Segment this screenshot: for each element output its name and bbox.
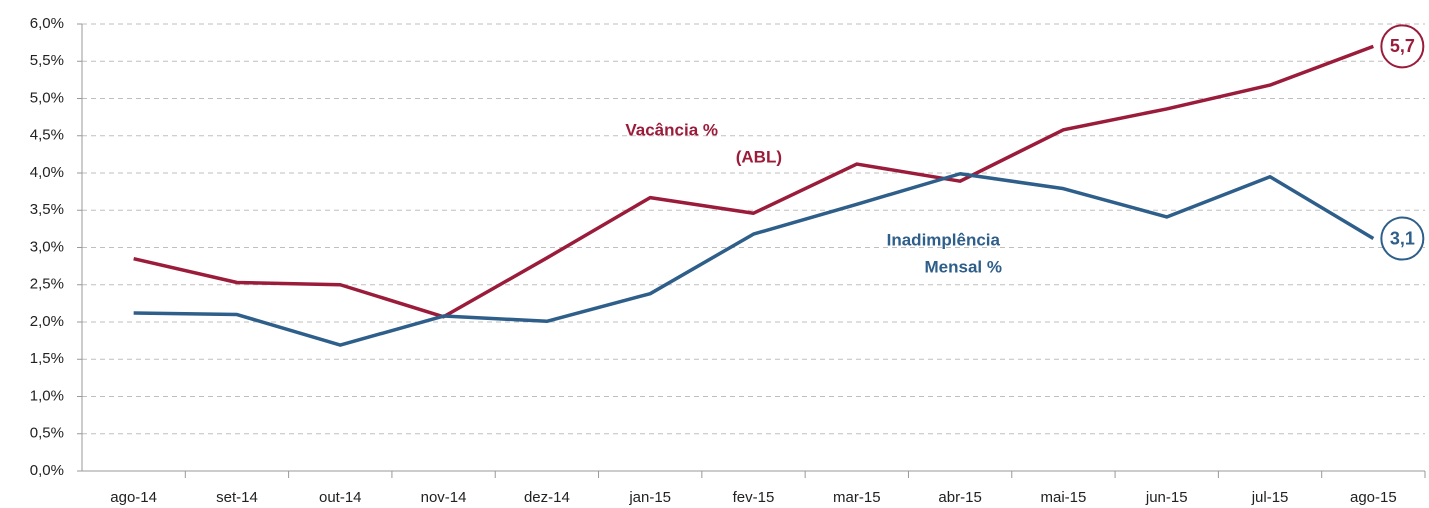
x-tick-label: jan-15 — [628, 489, 671, 506]
y-tick-label: 3,5% — [30, 201, 64, 218]
x-tick-label: abr-15 — [938, 489, 981, 506]
y-tick-label: 5,0% — [30, 89, 64, 106]
x-tick-label: nov-14 — [421, 489, 467, 506]
end-label: 3,1 — [1390, 228, 1415, 248]
series-line — [133, 44, 1374, 319]
x-tick-label: mar-15 — [833, 489, 881, 506]
x-tick-label: out-14 — [319, 489, 362, 506]
annotation: Mensal % — [925, 257, 1002, 276]
x-tick-label: ago-14 — [110, 489, 157, 506]
annotation: Inadimplência — [887, 230, 1001, 249]
x-tick-label: set-14 — [216, 489, 258, 506]
y-tick-label: 2,0% — [30, 313, 64, 330]
y-tick-label: 1,0% — [30, 387, 64, 404]
annotation: Vacância % — [625, 120, 718, 139]
y-tick-label: 1,5% — [30, 350, 64, 367]
y-tick-label: 5,5% — [30, 52, 64, 69]
y-tick-label: 0,5% — [30, 425, 64, 442]
y-tick-label: 0,0% — [30, 462, 64, 479]
end-label: 5,7 — [1390, 36, 1415, 56]
y-tick-label: 6,0% — [30, 15, 64, 32]
y-tick-label: 4,0% — [30, 164, 64, 181]
x-tick-label: dez-14 — [524, 489, 570, 506]
x-tick-label: jun-15 — [1145, 489, 1188, 506]
annotation: (ABL) — [736, 147, 782, 166]
x-tick-label: jul-15 — [1251, 489, 1289, 506]
end-label-circle — [1380, 24, 1425, 69]
y-tick-label: 4,5% — [30, 127, 64, 144]
x-tick-label: fev-15 — [733, 489, 775, 506]
y-tick-label: 3,0% — [30, 238, 64, 255]
y-tick-label: 2,5% — [30, 276, 64, 293]
series-line — [133, 171, 1375, 347]
x-tick-label: ago-15 — [1350, 489, 1397, 506]
x-tick-label: mai-15 — [1040, 489, 1086, 506]
end-label-circle — [1380, 216, 1425, 261]
